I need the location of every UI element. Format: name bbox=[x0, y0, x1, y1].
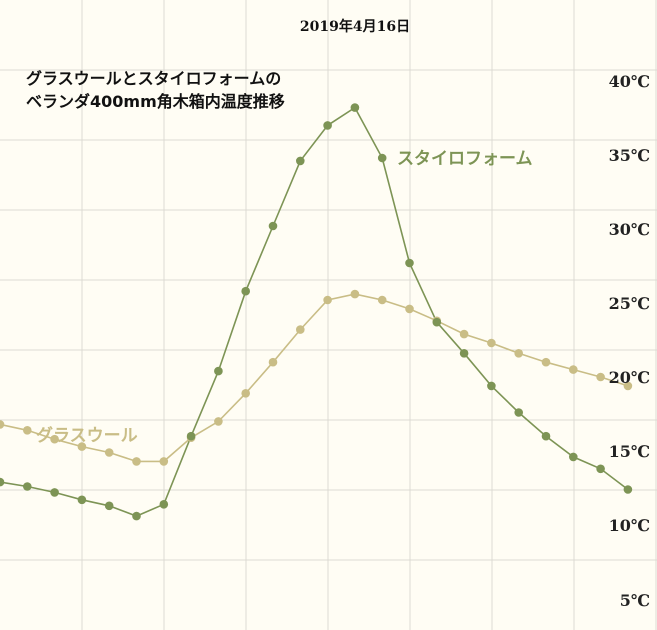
data-point bbox=[132, 457, 141, 466]
data-point bbox=[459, 349, 469, 358]
data-point bbox=[296, 156, 305, 166]
series-lines bbox=[0, 106, 629, 517]
data-point bbox=[541, 431, 551, 441]
y-tick-label: 40℃ bbox=[609, 72, 650, 91]
chart-text: 2019年4月16日 グラスウールとスタイロフォームの ベランダ400mm角木箱… bbox=[26, 18, 533, 446]
data-point bbox=[268, 357, 278, 367]
data-point bbox=[514, 349, 523, 358]
y-tick-label: 10℃ bbox=[609, 516, 650, 535]
data-point bbox=[350, 103, 360, 112]
data-point bbox=[405, 258, 414, 268]
data-point bbox=[214, 417, 223, 426]
data-point bbox=[0, 420, 5, 429]
data-point bbox=[323, 121, 332, 130]
data-point bbox=[405, 304, 414, 314]
data-point bbox=[104, 448, 114, 457]
data-point bbox=[569, 452, 578, 462]
data-point bbox=[296, 325, 305, 334]
data-point bbox=[514, 408, 523, 417]
data-point bbox=[596, 464, 605, 474]
data-point bbox=[159, 457, 169, 466]
y-tick-label: 5℃ bbox=[620, 591, 650, 610]
data-point bbox=[268, 221, 278, 231]
data-point bbox=[0, 477, 5, 487]
series-line-0 bbox=[0, 106, 629, 517]
data-point bbox=[323, 295, 332, 305]
data-point bbox=[23, 426, 32, 435]
data-point bbox=[241, 389, 250, 398]
series-line-1 bbox=[0, 293, 629, 463]
data-point bbox=[77, 442, 87, 451]
data-point bbox=[623, 485, 633, 494]
data-point bbox=[132, 511, 141, 521]
chart-date: 2019年4月16日 bbox=[300, 18, 410, 35]
y-tick-label: 30℃ bbox=[609, 220, 650, 239]
series-label-glasswool: グラスウール bbox=[36, 425, 138, 446]
data-point bbox=[596, 372, 605, 382]
data-point bbox=[569, 365, 578, 374]
data-point bbox=[541, 357, 551, 367]
data-point bbox=[350, 289, 360, 299]
data-point bbox=[104, 501, 114, 511]
chart-title-line-2: ベランダ400mm角木箱内温度推移 bbox=[26, 92, 285, 111]
data-point bbox=[487, 338, 496, 348]
data-point bbox=[50, 488, 59, 497]
chart-title-line-1: グラスウールとスタイロフォームの bbox=[26, 69, 281, 88]
y-tick-label: 15℃ bbox=[609, 442, 650, 461]
data-point bbox=[432, 317, 442, 327]
data-point bbox=[487, 381, 496, 391]
data-point bbox=[377, 295, 387, 305]
y-tick-label: 25℃ bbox=[609, 294, 650, 313]
series-points bbox=[0, 103, 633, 521]
y-axis-ticks: 40℃ 35℃ 30℃ 25℃ 20℃ 15℃ 10℃ 5℃ bbox=[609, 72, 650, 610]
data-point bbox=[159, 500, 169, 509]
data-point bbox=[459, 329, 469, 339]
data-point bbox=[50, 434, 59, 444]
series-label-styrofoam: スタイロフォーム bbox=[397, 149, 533, 169]
y-tick-label: 35℃ bbox=[609, 146, 650, 165]
data-point bbox=[623, 381, 633, 391]
data-point bbox=[77, 495, 87, 505]
data-point bbox=[23, 482, 32, 491]
y-tick-label: 20℃ bbox=[609, 368, 650, 387]
data-point bbox=[241, 286, 250, 296]
data-point bbox=[186, 431, 196, 441]
data-point bbox=[377, 153, 387, 163]
data-point bbox=[214, 366, 223, 376]
